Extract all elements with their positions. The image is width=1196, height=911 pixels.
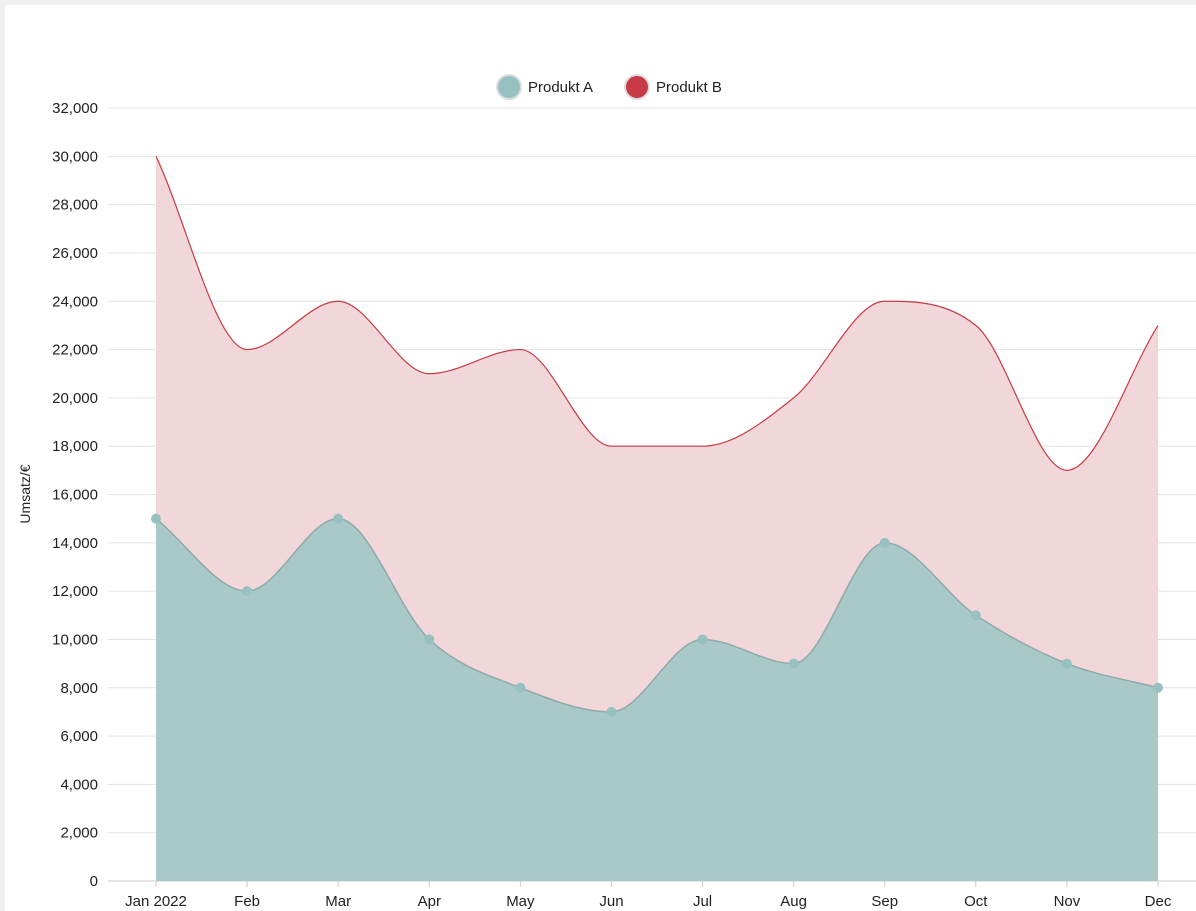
legend: Produkt A Produkt B xyxy=(496,74,722,100)
y-tick-label: 24,000 xyxy=(52,293,98,310)
y-tick-label: 16,000 xyxy=(52,487,98,504)
y-tick-label: 18,000 xyxy=(52,438,98,455)
data-point-produkt-a xyxy=(1061,658,1072,669)
y-tick-label: 10,000 xyxy=(52,631,98,648)
data-point-produkt-a xyxy=(333,513,344,524)
data-point-produkt-a xyxy=(151,513,161,524)
legend-marker-icon xyxy=(496,74,522,100)
x-tick-label: Feb xyxy=(234,893,260,910)
x-tick-label: Sep xyxy=(871,893,898,910)
y-tick-label: 4,000 xyxy=(60,776,98,793)
y-tick-label: 2,000 xyxy=(60,825,98,842)
data-point-produkt-a xyxy=(242,586,253,597)
series-line-produkt-b xyxy=(155,156,1159,471)
x-tick-label: Jan 2022 xyxy=(125,893,187,910)
x-tick-label: Nov xyxy=(1054,893,1081,910)
y-tick-label: 14,000 xyxy=(52,535,98,552)
legend-label: Produkt A xyxy=(528,79,593,96)
area-chart: 0 2,000 4,000 6,000 8,000 10,000 12,000 14,000 1… xyxy=(17,74,1196,910)
legend-item-produkt-a[interactable]: Produkt A xyxy=(496,74,593,100)
y-tick-label: 22,000 xyxy=(52,342,98,359)
y-tick-label: 0 xyxy=(90,873,98,890)
x-tick-label: May xyxy=(506,893,535,910)
legend-label: Produkt B xyxy=(656,79,722,96)
y-tick-label: 12,000 xyxy=(52,583,98,600)
y-tick-label: 6,000 xyxy=(60,728,98,745)
y-tick-label: 8,000 xyxy=(60,680,98,697)
data-point-produkt-a xyxy=(606,706,617,717)
x-tick-label: Apr xyxy=(418,893,441,910)
y-tick-label: 26,000 xyxy=(52,245,98,262)
x-tick-label: Jun xyxy=(599,893,623,910)
y-axis-label: Umsatz/€ xyxy=(17,464,33,523)
x-tick-label: Dec xyxy=(1145,893,1172,910)
x-tick-label: Jul xyxy=(693,893,712,910)
data-point-produkt-a xyxy=(1153,682,1163,693)
x-tick-label: Mar xyxy=(325,893,351,910)
y-tick-label: 28,000 xyxy=(52,197,98,214)
x-tick-label: Aug xyxy=(780,893,807,910)
data-point-produkt-a xyxy=(697,634,708,645)
x-tick-label: Oct xyxy=(964,893,988,910)
y-tick-label: 32,000 xyxy=(52,100,98,117)
y-tick-label: 30,000 xyxy=(52,148,98,165)
legend-item-produkt-b[interactable]: Produkt B xyxy=(624,74,722,100)
data-point-produkt-a xyxy=(970,610,981,621)
data-point-produkt-a xyxy=(515,682,526,693)
data-point-produkt-a xyxy=(424,634,435,645)
data-point-produkt-a xyxy=(879,537,890,548)
y-tick-label: 20,000 xyxy=(52,390,98,407)
legend-marker-icon xyxy=(624,74,650,100)
chart-container: 0 2,000 4,000 6,000 8,000 10,000 12,000 14,000 1… xyxy=(5,5,1196,911)
data-point-produkt-a xyxy=(788,658,799,669)
